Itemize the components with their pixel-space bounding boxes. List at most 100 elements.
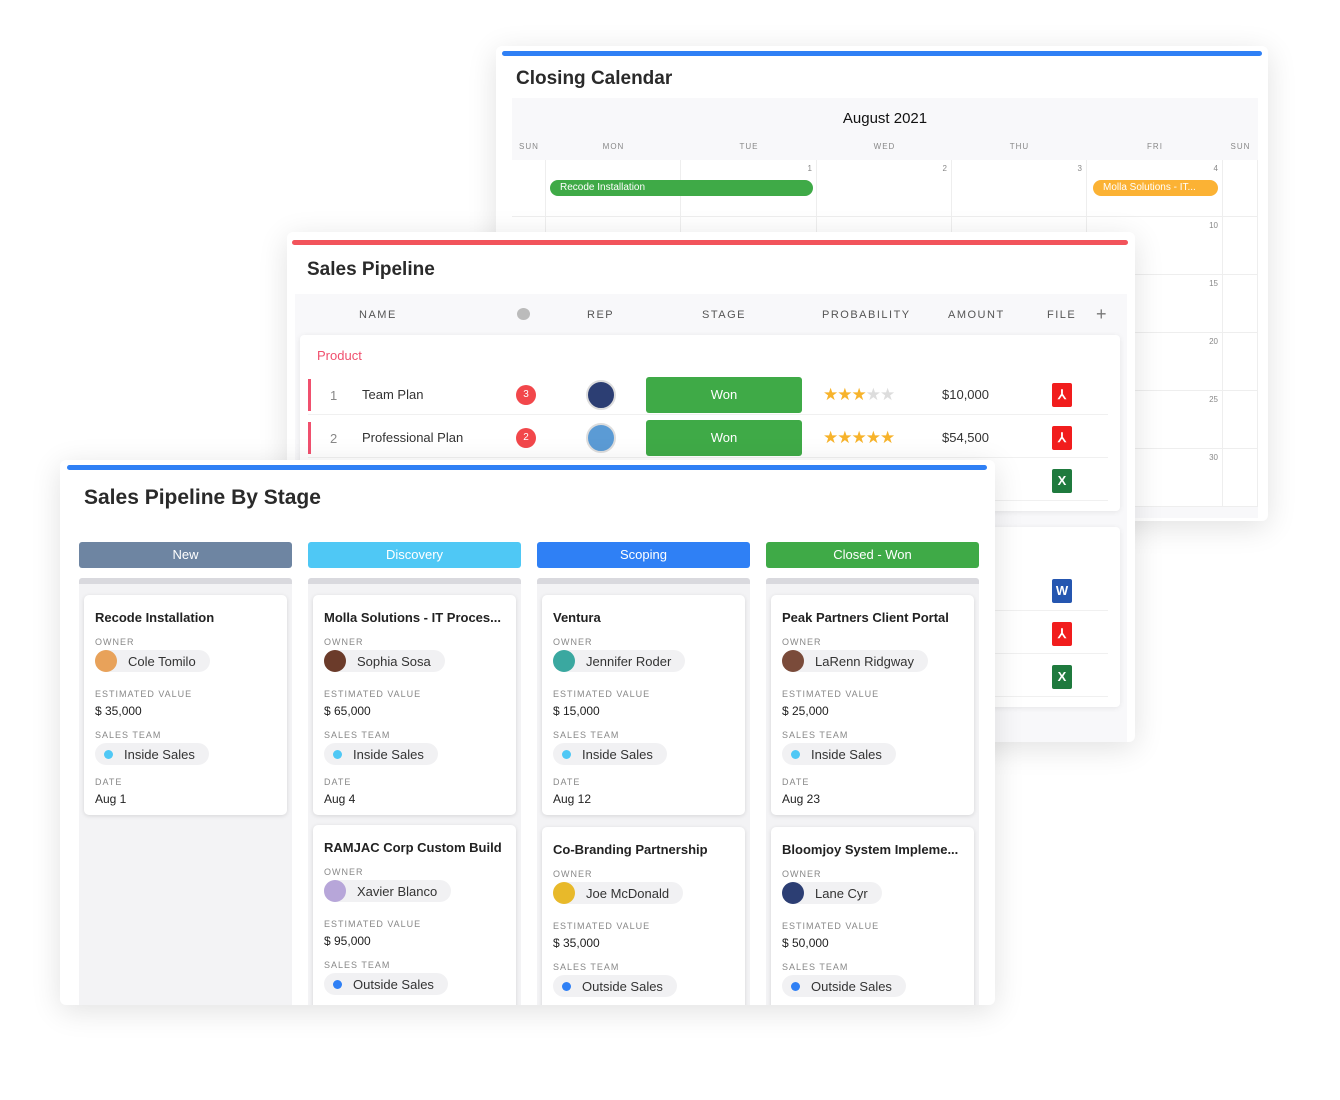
team-label: SALES TEAM	[324, 960, 391, 970]
stage-header[interactable]: Scoping	[537, 542, 750, 568]
star-icon: ★	[851, 385, 867, 404]
owner-name: Xavier Blanco	[357, 883, 438, 899]
deal-card[interactable]: Co-Branding Partnership OWNER Joe McDonald…	[542, 827, 745, 1005]
calendar-day-cell[interactable]	[1223, 217, 1258, 275]
value-label: ESTIMATED VALUE	[324, 689, 422, 699]
comment-icon[interactable]	[517, 308, 530, 320]
calendar-event[interactable]: Molla Solutions - IT...	[1093, 180, 1218, 196]
avatar	[782, 650, 804, 672]
team-label: SALES TEAM	[782, 962, 849, 972]
column-header-rep[interactable]: REP	[587, 309, 615, 321]
rating-stars[interactable]: ★★★★★	[823, 385, 895, 405]
team-dot	[333, 979, 342, 989]
star-icon: ★	[880, 428, 895, 447]
calendar-day-cell[interactable]	[1223, 449, 1258, 507]
word-file-icon[interactable]: W	[1052, 579, 1072, 603]
team-chip[interactable]: Inside Sales	[95, 743, 209, 765]
excel-file-icon[interactable]: X	[1052, 665, 1072, 689]
calendar-day-cell[interactable]: 3	[952, 160, 1087, 217]
column-header-probability[interactable]: PROBABILITY	[822, 309, 911, 321]
owner-name: Lane Cyr	[815, 885, 868, 901]
team-chip[interactable]: Inside Sales	[324, 743, 438, 765]
column-header-amount[interactable]: AMOUNT	[948, 309, 1005, 321]
team-chip[interactable]: Inside Sales	[782, 743, 896, 765]
value-label: ESTIMATED VALUE	[95, 689, 193, 699]
column-header-name[interactable]: NAME	[359, 309, 397, 321]
calendar-day-cell[interactable]: 2	[817, 160, 952, 217]
pdf-file-icon[interactable]: ⅄	[1052, 426, 1072, 450]
owner-name: Sophia Sosa	[357, 653, 431, 669]
owner-chip[interactable]: Joe McDonald	[553, 882, 684, 904]
accent-bar	[292, 240, 1128, 245]
day-header: WED	[873, 142, 896, 151]
rating-stars[interactable]: ★★★★★	[823, 428, 895, 448]
owner-label: OWNER	[553, 869, 593, 879]
date-label: DATE	[782, 777, 810, 787]
stage-badge[interactable]: Won	[646, 377, 802, 413]
team-name: Outside Sales	[582, 978, 663, 994]
calendar-day-cell[interactable]	[1223, 333, 1258, 391]
owner-chip[interactable]: Lane Cyr	[782, 882, 882, 904]
stage-badge[interactable]: Won	[646, 420, 802, 456]
calendar-day-cell[interactable]	[1223, 391, 1258, 449]
row-indicator	[308, 422, 311, 454]
day-number: 20	[1209, 337, 1218, 346]
team-name: Inside Sales	[582, 746, 653, 762]
team-label: SALES TEAM	[324, 730, 391, 740]
plus-icon[interactable]: +	[1096, 304, 1109, 324]
calendar-day-cell[interactable]	[1223, 160, 1258, 217]
avatar	[782, 882, 804, 904]
panel-title: Sales Pipeline By Stage	[84, 486, 321, 509]
calendar-day-cell[interactable]	[1223, 275, 1258, 333]
deal-card[interactable]: RAMJAC Corp Custom Build OWNER Xavier Blan…	[313, 825, 516, 1005]
close-date: Aug 4	[324, 792, 356, 806]
avatar	[95, 650, 117, 672]
team-dot	[562, 981, 571, 991]
owner-chip[interactable]: LaRenn Ridgway	[782, 650, 929, 672]
team-chip[interactable]: Outside Sales	[324, 973, 448, 995]
column-header-stage[interactable]: STAGE	[702, 309, 746, 321]
pdf-file-icon[interactable]: ⅄	[1052, 622, 1072, 646]
star-icon: ★	[837, 385, 852, 404]
estimated-value: $ 35,000	[553, 936, 600, 950]
owner-name: Jennifer Roder	[586, 653, 672, 669]
deal-card[interactable]: Bloomjoy System Impleme... OWNER Lane Cyr E…	[771, 827, 974, 1005]
deal-card[interactable]: Molla Solutions - IT Proces... OWNER Sophi…	[313, 595, 516, 815]
estimated-value: $ 35,000	[95, 704, 142, 718]
calendar-day-cell[interactable]	[512, 160, 546, 217]
team-chip[interactable]: Outside Sales	[782, 975, 906, 997]
deal-card[interactable]: Recode Installation OWNER Cole Tomilo ESTIM…	[84, 595, 287, 815]
stage-header[interactable]: Discovery	[308, 542, 521, 568]
value-label: ESTIMATED VALUE	[553, 689, 651, 699]
excel-file-icon[interactable]: X	[1052, 469, 1072, 493]
star-icon: ★	[865, 428, 881, 447]
group-label: Product	[317, 348, 362, 363]
table-row[interactable]: 2 Professional Plan 2 Won ★★★★★ $54,500 ⅄	[308, 418, 1108, 458]
day-number: 10	[1209, 221, 1218, 230]
owner-label: OWNER	[782, 869, 822, 879]
team-chip[interactable]: Inside Sales	[553, 743, 667, 765]
team-chip[interactable]: Outside Sales	[553, 975, 677, 997]
team-dot	[791, 749, 800, 759]
estimated-value: $ 65,000	[324, 704, 371, 718]
owner-chip[interactable]: Cole Tomilo	[95, 650, 210, 672]
column-header-file[interactable]: FILE	[1047, 309, 1077, 321]
comment-count-badge[interactable]: 3	[516, 385, 536, 405]
stage-header[interactable]: New	[79, 542, 292, 568]
deal-card[interactable]: Peak Partners Client Portal OWNER LaRenn R…	[771, 595, 974, 815]
deal-card[interactable]: Ventura OWNER Jennifer Roder ESTIMATED VALU…	[542, 595, 745, 815]
calendar-event[interactable]: Recode Installation	[550, 180, 813, 196]
card-title: Peak Partners Client Portal	[782, 610, 949, 625]
day-number: 30	[1209, 453, 1218, 462]
owner-chip[interactable]: Jennifer Roder	[553, 650, 686, 672]
owner-chip[interactable]: Sophia Sosa	[324, 650, 445, 672]
card-title: Ventura	[553, 610, 601, 625]
comment-count-badge[interactable]: 2	[516, 428, 536, 448]
pdf-file-icon[interactable]: ⅄	[1052, 383, 1072, 407]
owner-chip[interactable]: Xavier Blanco	[324, 880, 452, 902]
stage-header[interactable]: Closed - Won	[766, 542, 979, 568]
team-dot	[333, 749, 342, 759]
table-row[interactable]: 1 Team Plan 3 Won ★★★★★ $10,000 ⅄	[308, 375, 1108, 415]
estimated-value: $ 25,000	[782, 704, 829, 718]
value-label: ESTIMATED VALUE	[782, 921, 880, 931]
